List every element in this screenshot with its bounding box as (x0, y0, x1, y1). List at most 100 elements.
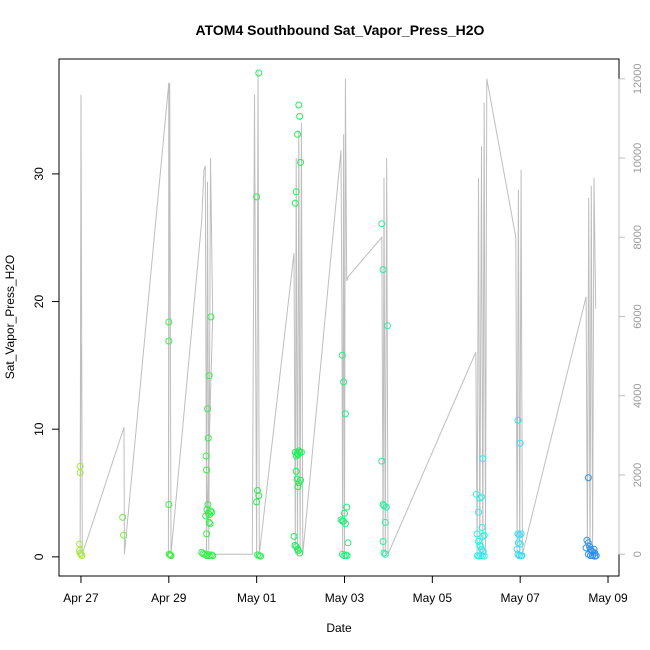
data-point (257, 552, 265, 560)
data-point (204, 550, 211, 558)
data-point (294, 545, 301, 553)
data-point (478, 493, 485, 501)
data-point (209, 552, 217, 560)
y2-tick-label: 6000 (632, 304, 644, 328)
data-point (379, 538, 387, 545)
x-tick-label: Apr 27 (63, 591, 99, 605)
data-point (292, 188, 300, 196)
data-point (295, 101, 303, 109)
data-point (254, 487, 261, 494)
data-point (473, 530, 481, 538)
data-point (290, 532, 298, 540)
data-point (584, 474, 592, 482)
chart-title: ATOM4 Southbound Sat_Vapor_Press_H2O (196, 22, 485, 38)
y2-tick-label: 12000 (632, 64, 644, 95)
data-point (478, 524, 486, 531)
data-point (340, 378, 348, 386)
y-tick-label: 30 (32, 167, 46, 181)
data-point (338, 550, 346, 558)
data-point (203, 530, 211, 538)
data-point (518, 552, 526, 560)
y2-tick-label: 0 (632, 551, 644, 557)
data-point (204, 434, 212, 442)
data-point (293, 475, 301, 483)
data-point (344, 539, 352, 547)
data-point (513, 545, 521, 553)
y-tick-label: 20 (32, 295, 46, 309)
data-point (294, 130, 301, 138)
data-point (203, 466, 211, 474)
data-point (590, 545, 598, 553)
data-point (514, 539, 522, 547)
data-point (341, 410, 349, 418)
y2-tick-label: 10000 (632, 143, 644, 174)
y2-tick-label: 2000 (632, 463, 644, 487)
data-point (476, 541, 484, 549)
right-axis-series (79, 70, 597, 555)
data-point (208, 508, 216, 516)
data-point (294, 483, 302, 491)
data-point (76, 540, 84, 548)
data-point (119, 513, 127, 521)
data-point (378, 220, 386, 228)
data-point (253, 193, 261, 201)
data-point (120, 531, 128, 539)
data-point (202, 452, 210, 460)
x-tick-label: Apr 29 (151, 591, 187, 605)
x-tick-label: May 05 (413, 591, 453, 605)
y2-tick-label: 4000 (632, 384, 644, 408)
data-point (338, 351, 346, 359)
data-point (343, 552, 351, 560)
data-point (516, 540, 524, 548)
data-point (381, 550, 389, 558)
data-point (515, 531, 523, 539)
data-point (341, 509, 348, 517)
data-point (379, 266, 387, 274)
data-point (206, 520, 214, 528)
data-point (475, 508, 482, 516)
y2-axis: 0 2000 4000 6000 8000 10000 12000 (618, 64, 644, 557)
data-point (165, 501, 173, 508)
data-point (479, 532, 487, 540)
x-tick-label: May 03 (325, 591, 365, 605)
y2-tick-label: 8000 (632, 225, 644, 249)
data-point (207, 507, 214, 515)
data-point (341, 520, 349, 528)
data-point (297, 476, 305, 484)
y-tick-label: 0 (32, 553, 46, 560)
data-point (165, 318, 173, 326)
data-point (480, 552, 488, 560)
data-point (207, 313, 215, 321)
x-axis-label: Date (326, 621, 352, 635)
data-point (514, 530, 522, 538)
data-point (78, 552, 86, 560)
data-point (378, 457, 386, 465)
data-point (204, 405, 211, 413)
data-point (480, 531, 488, 539)
data-point (76, 469, 84, 477)
data-point (296, 549, 304, 557)
data-point (476, 494, 484, 502)
data-point (291, 199, 299, 207)
data-point (167, 552, 175, 560)
plot-area (58, 58, 620, 577)
data-point (517, 530, 525, 538)
data-point (204, 501, 212, 508)
data-point (382, 503, 390, 511)
data-point (592, 552, 600, 560)
data-point (205, 372, 213, 380)
data-point (77, 550, 85, 558)
y-tick-label: 10 (32, 422, 46, 436)
x-tick-label: May 07 (500, 591, 540, 605)
data-point (201, 550, 209, 558)
data-points (76, 69, 600, 560)
data-point (296, 112, 304, 120)
y-axis-label: Sat_Vapor_Press_H2O (3, 255, 17, 380)
data-point (165, 337, 173, 345)
right-axis-line (79, 70, 597, 555)
data-point (479, 455, 487, 463)
x-tick-label: May 01 (237, 591, 277, 605)
data-point (253, 498, 261, 506)
data-point (516, 439, 524, 447)
